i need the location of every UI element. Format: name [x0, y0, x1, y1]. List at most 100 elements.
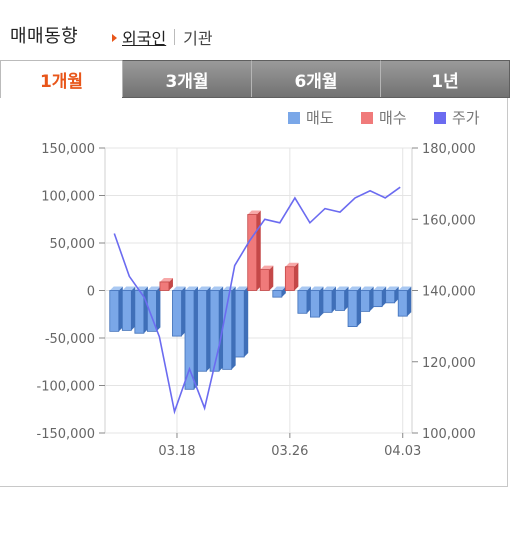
tab-3-months[interactable]: 3개월 — [122, 60, 252, 98]
bar-21 — [372, 286, 387, 308]
bar-side-18 — [344, 286, 349, 311]
bar-top-9 — [222, 286, 236, 291]
bar-top-23 — [398, 286, 412, 291]
bar-top-0 — [109, 286, 123, 291]
left-axis: 150,000 100,000 50,000 0 -50,000 -100,000 -150… — [37, 142, 105, 442]
subnav-link-institution[interactable]: 기관 — [183, 29, 213, 48]
bar-top-15 — [297, 286, 311, 291]
left-tick-label-2: 50,000 — [50, 237, 96, 252]
legend-swatch-1 — [361, 112, 373, 124]
bar-side-20 — [369, 286, 374, 312]
bar-top-13 — [272, 286, 286, 291]
subnav-link-foreign[interactable]: 외국인 — [122, 29, 167, 48]
bar-face-1 — [121, 290, 132, 331]
bar-side-17 — [331, 286, 336, 313]
bar-20 — [360, 286, 374, 312]
bar-6 — [184, 286, 199, 390]
bar-face-18 — [335, 290, 345, 311]
bar-9 — [222, 286, 236, 370]
subnav-divider — [174, 29, 176, 45]
bar-face-23 — [397, 290, 408, 317]
left-tick-label-3: 0 — [87, 285, 95, 300]
bar-top-21 — [373, 286, 387, 291]
right-tick-label-4: 100,000 — [422, 427, 476, 442]
bar-top-22 — [385, 286, 399, 291]
bar-top-14 — [285, 262, 299, 267]
bar-top-17 — [322, 286, 336, 291]
bar-18 — [335, 286, 349, 311]
bar-side-4 — [168, 277, 173, 291]
bar-face-22 — [385, 290, 396, 304]
right-axis: 180,000 160,000 140,000 120,000 100,000 — [412, 142, 476, 442]
bar-23 — [397, 286, 412, 317]
right-tick-label-3: 120,000 — [422, 356, 476, 371]
bar-face-16 — [310, 290, 320, 318]
bar-top-16 — [310, 286, 324, 291]
bar-side-7 — [206, 286, 211, 372]
chart-legend: 매도 매수 주가 — [288, 109, 480, 127]
bar-side-21 — [382, 286, 387, 307]
bar-face-12 — [259, 269, 270, 291]
right-tick-label-0: 180,000 — [422, 142, 476, 157]
tab-1-year[interactable]: 1년 — [380, 60, 510, 98]
chart-panel — [0, 97, 508, 487]
bar-side-12 — [269, 265, 274, 291]
bar-top-8 — [210, 286, 224, 291]
investor-subnav: 외국인 기관 — [112, 25, 213, 49]
bar-10 — [234, 286, 249, 358]
active-arrow-icon — [112, 33, 117, 42]
bar-side-16 — [319, 286, 324, 318]
x-tick-label-0: 03.18 — [158, 444, 195, 459]
legend-label-1: 매수 — [379, 109, 407, 127]
bar-3 — [146, 286, 161, 332]
right-tick-label-1: 160,000 — [422, 213, 476, 228]
bar-side-23 — [407, 286, 412, 317]
trading-trend-header: 매매동향 외국인 기관 — [10, 22, 510, 52]
bar-top-20 — [360, 286, 374, 291]
bar-face-7 — [197, 290, 207, 372]
bar-side-5 — [181, 286, 186, 337]
bar-side-8 — [219, 286, 224, 372]
bar-12 — [259, 265, 274, 291]
bar-face-5 — [172, 290, 182, 337]
section-title: 매매동향 — [10, 26, 79, 47]
bar-side-10 — [244, 286, 249, 357]
bar-17 — [322, 286, 336, 313]
price-line — [113, 186, 401, 415]
bar-4 — [159, 277, 173, 291]
bar-22 — [385, 286, 399, 304]
bar-side-9 — [231, 286, 236, 370]
bar-top-11 — [247, 210, 261, 215]
x-axis: 03.18 03.26 04.03 — [158, 433, 421, 459]
right-tick-label-2: 140,000 — [422, 285, 476, 300]
trading-chart: 매도 매수 주가 150,000 100,000 50,000 0 -50,000 -100,… — [37, 109, 480, 459]
legend-swatch-2 — [434, 112, 446, 124]
bar-side-0 — [118, 286, 123, 332]
bar-series — [109, 210, 412, 390]
tab-1-month[interactable]: 1개월 — [0, 60, 123, 98]
left-tick-label-4: -50,000 — [45, 332, 95, 347]
bar-top-19 — [348, 286, 362, 291]
price-series — [113, 186, 401, 415]
bar-side-13 — [281, 286, 286, 298]
bar-side-6 — [194, 286, 199, 390]
bar-top-3 — [147, 286, 161, 291]
bar-face-21 — [372, 290, 383, 308]
bar-face-19 — [347, 290, 358, 327]
bar-face-11 — [247, 214, 258, 291]
bar-8 — [209, 286, 224, 372]
bar-top-5 — [172, 286, 186, 291]
bar-top-6 — [185, 286, 199, 291]
bar-face-20 — [360, 290, 371, 312]
bar-15 — [297, 286, 311, 314]
bar-16 — [310, 286, 324, 318]
x-tick-label-1: 03.26 — [271, 444, 308, 459]
bar-side-19 — [357, 286, 362, 327]
bar-face-13 — [272, 290, 283, 298]
bar-0 — [109, 286, 123, 332]
bar-side-1 — [131, 286, 136, 331]
bar-face-0 — [109, 290, 120, 332]
bar-top-4 — [159, 277, 173, 282]
bar-side-22 — [394, 286, 399, 303]
tab-6-months[interactable]: 6개월 — [251, 60, 381, 98]
